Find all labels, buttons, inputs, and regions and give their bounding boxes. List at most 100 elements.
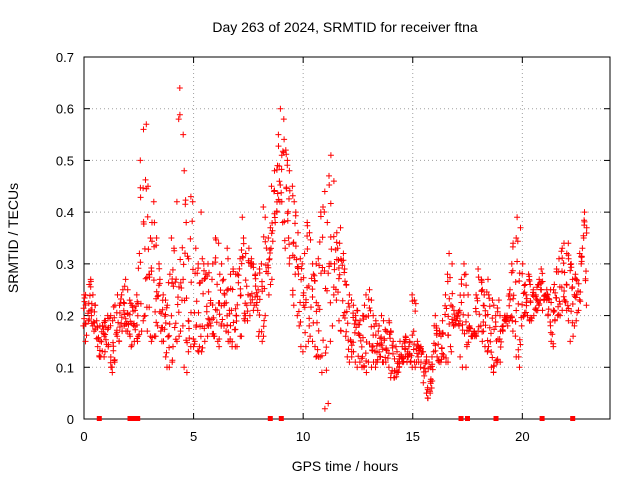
data-point xyxy=(459,321,466,328)
data-point xyxy=(457,318,463,324)
data-point xyxy=(281,237,288,244)
data-point xyxy=(292,209,299,216)
data-point xyxy=(177,256,184,263)
data-point xyxy=(510,292,517,299)
data-point xyxy=(238,260,245,267)
data-point xyxy=(296,322,303,329)
data-point xyxy=(134,312,141,319)
data-point xyxy=(107,312,114,319)
data-point xyxy=(538,266,545,272)
data-point xyxy=(182,250,188,257)
data-point xyxy=(260,204,267,210)
data-point xyxy=(178,285,185,291)
data-point xyxy=(154,322,161,329)
data-point xyxy=(525,271,532,278)
data-point xyxy=(242,300,249,307)
data-point xyxy=(212,235,219,241)
data-point xyxy=(286,255,293,261)
data-point xyxy=(201,276,208,282)
data-point xyxy=(304,246,311,252)
data-point xyxy=(423,353,430,360)
data-point xyxy=(259,278,265,285)
x-tick-label: 15 xyxy=(406,429,420,444)
data-point xyxy=(120,299,127,306)
data-point xyxy=(409,291,416,298)
data-point xyxy=(577,289,584,295)
data-point xyxy=(89,291,96,298)
data-point xyxy=(142,275,149,282)
data-point xyxy=(410,346,417,353)
data-point xyxy=(514,238,521,245)
data-point xyxy=(102,348,108,355)
data-point xyxy=(116,338,123,344)
data-point xyxy=(225,329,232,336)
data-point xyxy=(361,363,368,370)
data-point xyxy=(180,131,187,138)
data-point xyxy=(145,183,151,190)
data-point xyxy=(523,295,530,302)
data-point xyxy=(314,346,321,353)
data-point xyxy=(256,266,263,272)
data-point xyxy=(357,337,364,344)
data-point xyxy=(506,302,513,309)
data-point xyxy=(329,322,336,329)
data-point xyxy=(536,276,543,283)
data-point xyxy=(86,292,93,299)
data-point xyxy=(118,291,125,298)
data-point xyxy=(467,325,474,332)
data-point xyxy=(162,353,169,360)
data-point xyxy=(435,357,442,364)
data-point xyxy=(569,301,576,307)
data-point xyxy=(146,304,153,311)
data-point xyxy=(335,275,342,282)
data-point xyxy=(366,340,373,347)
data-point xyxy=(166,332,173,339)
data-point xyxy=(345,300,352,307)
data-point xyxy=(198,209,205,216)
data-point xyxy=(183,337,190,344)
data-point xyxy=(82,291,89,298)
data-point xyxy=(162,297,169,304)
data-point xyxy=(334,245,341,252)
data-point xyxy=(518,322,525,329)
data-point xyxy=(234,343,240,350)
data-point xyxy=(122,276,129,283)
data-point xyxy=(248,290,255,297)
data-point xyxy=(539,270,546,277)
data-point xyxy=(527,281,534,288)
data-point xyxy=(163,349,170,356)
data-point xyxy=(567,338,574,345)
data-point xyxy=(195,309,202,316)
data-point xyxy=(422,360,429,367)
data-point xyxy=(194,347,201,354)
data-point xyxy=(102,331,109,338)
data-point xyxy=(448,302,454,309)
data-point xyxy=(125,321,132,328)
data-point xyxy=(327,299,334,306)
data-point xyxy=(444,271,451,278)
data-point xyxy=(356,359,363,366)
data-point xyxy=(367,307,374,314)
data-point xyxy=(558,284,565,291)
data-point xyxy=(260,323,267,330)
data-point xyxy=(199,255,206,262)
data-point xyxy=(553,294,560,301)
data-point xyxy=(322,350,329,356)
data-point xyxy=(539,278,546,285)
data-point xyxy=(137,157,144,164)
data-point xyxy=(580,235,587,241)
data-point xyxy=(109,364,116,371)
chart-title: Day 263 of 2024, SRMTID for receiver ftn… xyxy=(212,19,478,35)
data-point xyxy=(539,307,546,314)
data-point xyxy=(573,317,580,324)
data-point xyxy=(239,253,246,260)
zero-marker xyxy=(493,416,499,421)
data-point xyxy=(170,283,177,290)
data-point xyxy=(363,369,370,376)
data-point xyxy=(323,367,330,374)
data-point xyxy=(446,295,453,302)
data-point xyxy=(438,345,445,352)
data-point xyxy=(171,324,178,331)
data-point xyxy=(203,308,210,315)
